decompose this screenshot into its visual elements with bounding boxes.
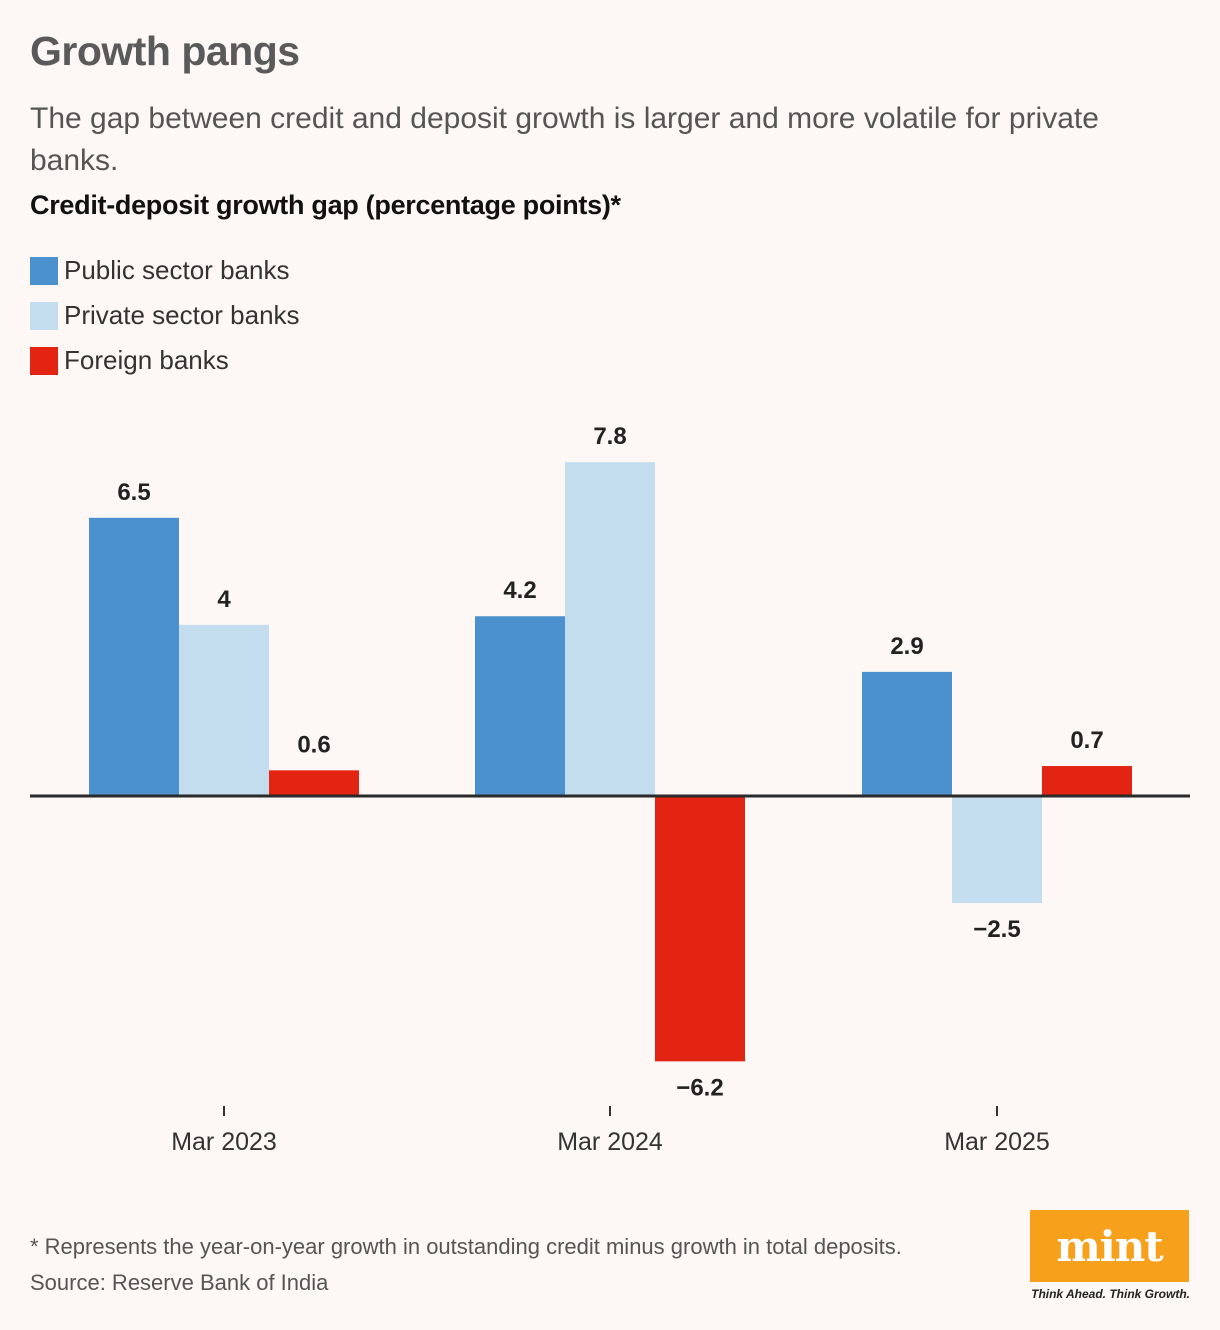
legend: Public sector banks Private sector banks… <box>30 248 300 383</box>
legend-swatch-private <box>30 301 58 330</box>
data-label-private-mar-2025: −2.5 <box>973 916 1020 943</box>
x-tick-label-1: Mar 2024 <box>557 1128 663 1156</box>
bar-foreign-mar-2024 <box>655 796 745 1062</box>
logo-text: mint <box>1056 1221 1163 1271</box>
legend-label-private: Private sector banks <box>64 300 300 330</box>
footnote: * Represents the year-on-year growth in … <box>30 1234 902 1259</box>
legend-item-foreign: Foreign banks <box>30 338 300 383</box>
bar-public-mar-2023 <box>89 517 179 796</box>
mint-logo: mint <box>1030 1210 1189 1282</box>
legend-label-foreign: Foreign banks <box>64 345 229 375</box>
chart-axis-label: Credit-deposit growth gap (percentage po… <box>30 190 621 220</box>
data-label-foreign-mar-2023: 0.6 <box>297 731 330 758</box>
data-label-public-mar-2024: 4.2 <box>503 577 536 604</box>
data-label-private-mar-2024: 7.8 <box>593 423 626 450</box>
bar-chart: 6.5 4 0.6 Mar 2023 4.2 7.8 −6.2 Mar 2024 2.9 −2.5… <box>30 423 1190 1156</box>
legend-item-public: Public sector banks <box>30 248 300 293</box>
data-label-foreign-mar-2024: −6.2 <box>676 1074 723 1101</box>
legend-label-public: Public sector banks <box>64 255 290 285</box>
legend-item-private: Private sector banks <box>30 293 300 338</box>
x-tick-label-0: Mar 2023 <box>171 1128 277 1156</box>
source-note: Source: Reserve Bank of India <box>30 1270 329 1295</box>
legend-swatch-foreign <box>30 346 58 375</box>
bar-private-mar-2023 <box>179 624 269 796</box>
data-label-foreign-mar-2025: 0.7 <box>1070 727 1103 754</box>
bar-public-mar-2024 <box>475 616 565 796</box>
bar-private-mar-2024 <box>565 462 655 796</box>
bar-public-mar-2025 <box>862 671 952 796</box>
chart-title: Growth pangs <box>30 28 300 74</box>
data-label-private-mar-2023: 4 <box>217 586 231 613</box>
x-tick-label-2: Mar 2025 <box>944 1128 1050 1156</box>
chart-subtitle: The gap between credit and deposit growt… <box>30 102 1099 177</box>
bar-foreign-mar-2025 <box>1042 766 1132 796</box>
legend-swatch-public <box>30 256 58 285</box>
bar-private-mar-2025 <box>952 796 1042 903</box>
logo-tagline: Think Ahead. Think Growth. <box>1031 1287 1190 1301</box>
bar-foreign-mar-2023 <box>269 770 359 796</box>
data-label-public-mar-2025: 2.9 <box>890 633 923 660</box>
data-label-public-mar-2023: 6.5 <box>117 479 150 506</box>
